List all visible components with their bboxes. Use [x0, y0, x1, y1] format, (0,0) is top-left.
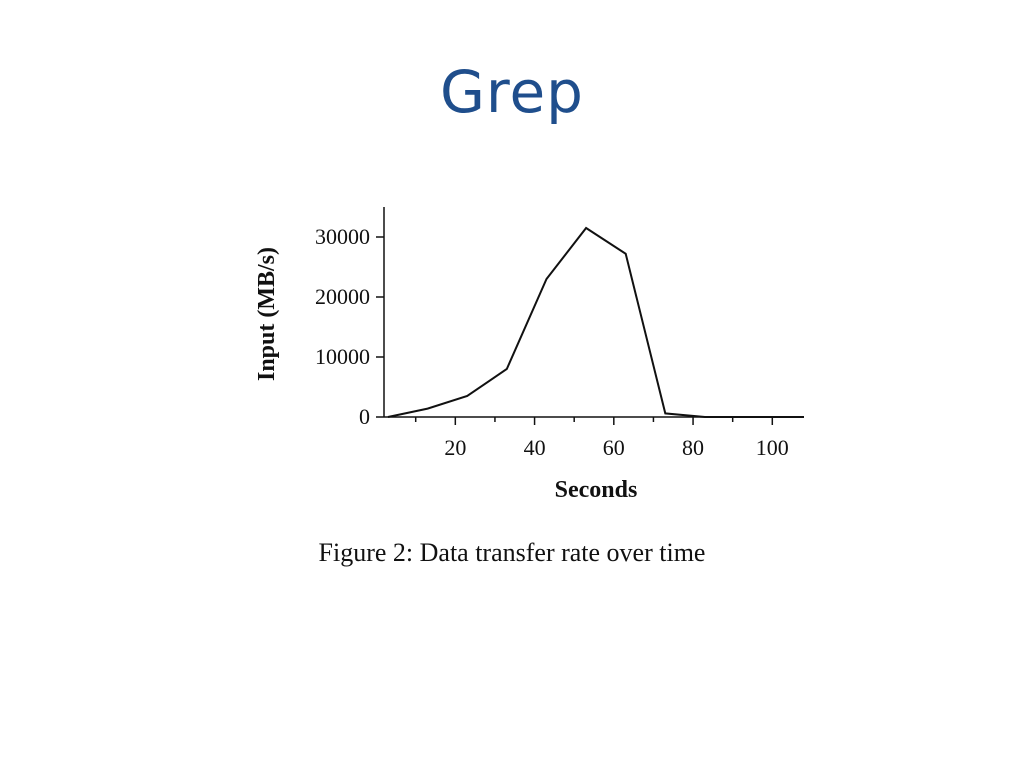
figure-caption: Figure 2: Data transfer rate over time — [318, 538, 706, 567]
series-line — [387, 226, 804, 418]
y-tick-label: 0 — [359, 404, 370, 429]
x-tick-label: 80 — [682, 435, 704, 460]
x-tick-label: 40 — [524, 435, 546, 460]
chart-ticks: 0 10000 20000 30000 20 40 60 80 100 — [315, 224, 789, 460]
slide-title: Grep — [439, 58, 584, 126]
x-tick-label: 20 — [444, 435, 466, 460]
y-axis-label: Input (MB/s) — [254, 247, 280, 381]
y-tick-label: 20000 — [315, 284, 370, 309]
y-tick-label: 10000 — [315, 344, 370, 369]
chart-marks — [387, 226, 804, 418]
x-tick-label: 100 — [756, 435, 789, 460]
x-tick-label: 60 — [603, 435, 625, 460]
y-tick-label: 30000 — [315, 224, 370, 249]
chart-axes — [383, 207, 804, 418]
x-axis-label: Seconds — [555, 477, 638, 503]
